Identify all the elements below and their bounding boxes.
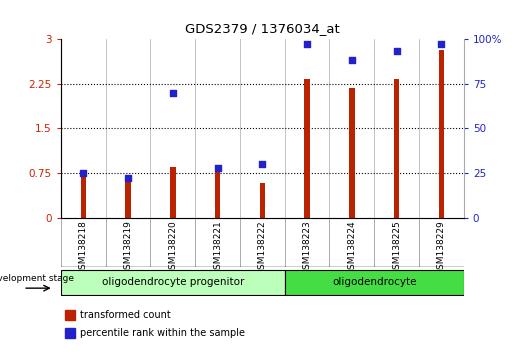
Text: GSM138219: GSM138219 bbox=[123, 220, 132, 275]
Point bbox=[258, 161, 267, 167]
Text: oligodendrocyte progenitor: oligodendrocyte progenitor bbox=[102, 277, 244, 287]
Text: GSM138229: GSM138229 bbox=[437, 220, 446, 275]
Text: GSM138224: GSM138224 bbox=[347, 220, 356, 275]
Point bbox=[79, 170, 87, 176]
Text: GSM138223: GSM138223 bbox=[303, 220, 312, 275]
Text: development stage: development stage bbox=[0, 274, 75, 283]
Text: GSM138220: GSM138220 bbox=[169, 220, 178, 275]
Point bbox=[437, 41, 446, 47]
Bar bbox=[65, 310, 75, 320]
Text: oligodendrocyte: oligodendrocyte bbox=[332, 277, 417, 287]
Bar bbox=[81, 174, 86, 218]
Bar bbox=[170, 167, 175, 218]
Bar bbox=[304, 79, 310, 218]
Bar bbox=[260, 183, 265, 218]
Text: GSM138222: GSM138222 bbox=[258, 220, 267, 275]
Bar bbox=[349, 88, 355, 218]
Point bbox=[392, 48, 401, 54]
Bar bbox=[394, 79, 399, 218]
Text: GSM138221: GSM138221 bbox=[213, 220, 222, 275]
Text: percentile rank within the sample: percentile rank within the sample bbox=[80, 328, 245, 338]
Point bbox=[214, 165, 222, 171]
Point bbox=[303, 41, 311, 47]
Text: GSM138225: GSM138225 bbox=[392, 220, 401, 275]
Bar bbox=[126, 182, 131, 218]
Text: transformed count: transformed count bbox=[80, 310, 171, 320]
Point bbox=[348, 58, 356, 63]
Bar bbox=[61, 270, 285, 295]
Bar bbox=[65, 328, 75, 338]
Bar bbox=[285, 270, 464, 295]
Bar bbox=[215, 171, 220, 218]
Point bbox=[169, 90, 177, 96]
Point bbox=[124, 176, 132, 181]
Bar bbox=[439, 50, 444, 218]
Text: GSM138218: GSM138218 bbox=[79, 220, 88, 275]
Title: GDS2379 / 1376034_at: GDS2379 / 1376034_at bbox=[185, 22, 340, 35]
